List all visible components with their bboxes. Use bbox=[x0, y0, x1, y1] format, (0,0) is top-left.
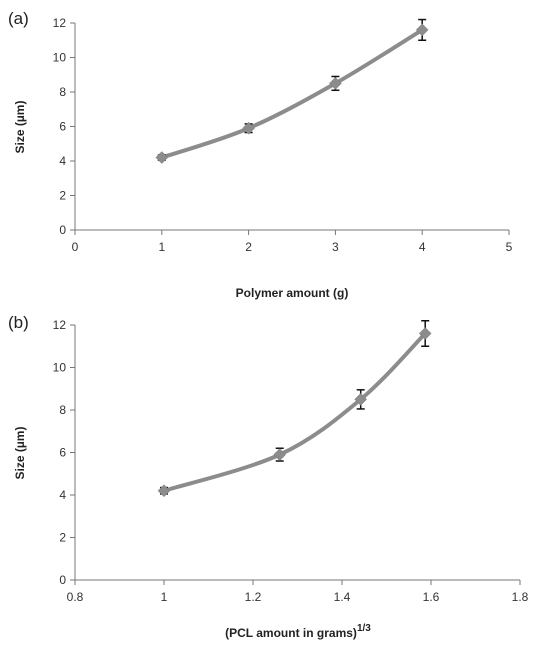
x-tick-label: 1.6 bbox=[423, 590, 440, 604]
y-tick-label: 0 bbox=[59, 573, 66, 587]
x-axis-title: Polymer amount (g) bbox=[236, 286, 349, 300]
data-point-marker bbox=[418, 327, 432, 340]
y-tick-label: 10 bbox=[53, 361, 67, 375]
y-tick-label: 2 bbox=[59, 531, 66, 545]
data-point-marker bbox=[329, 77, 342, 90]
chart-panel-2: (b) 0 2 4 6 8 10 12 0.8 1 1.2 1.4 1.6 1.8 (PCL amount … bbox=[8, 313, 529, 640]
y-axis-title: Size (µm) bbox=[13, 427, 27, 480]
x-axis-title: (PCL amount in grams)1/3 bbox=[225, 623, 371, 640]
y-tick-label: 2 bbox=[59, 189, 66, 203]
x-tick-label: 3 bbox=[332, 240, 339, 254]
x-axis-title-text: Polymer amount (g) bbox=[236, 286, 349, 300]
data-point-marker bbox=[155, 151, 169, 164]
y-tick-label: 4 bbox=[59, 488, 66, 502]
x-tick-label: 1.2 bbox=[245, 590, 262, 604]
x-tick-label: 0 bbox=[72, 240, 79, 254]
x-axis-title-text: (PCL amount in grams) bbox=[225, 626, 357, 640]
y-tick-label: 4 bbox=[59, 154, 66, 168]
y-tick-label: 0 bbox=[59, 223, 66, 237]
series-line bbox=[159, 27, 425, 160]
x-tick-label: 4 bbox=[419, 240, 426, 254]
x-tick-label: 1.8 bbox=[512, 590, 529, 604]
x-tick-label: 5 bbox=[506, 240, 513, 254]
y-tick-label: 12 bbox=[53, 16, 67, 30]
y-tick-label: 12 bbox=[53, 318, 67, 332]
x-tick-label: 0.8 bbox=[67, 590, 84, 604]
y-tick-label: 10 bbox=[53, 51, 67, 65]
x-tick-label: 1 bbox=[161, 590, 168, 604]
data-point-marker bbox=[242, 121, 255, 135]
y-tick-label: 8 bbox=[59, 403, 66, 417]
x-tick-label: 1.4 bbox=[334, 590, 351, 604]
x-axis-title-superscript: 1/3 bbox=[357, 623, 371, 634]
y-axis-title: Size (µm) bbox=[13, 101, 27, 154]
x-tick-label: 2 bbox=[245, 240, 252, 254]
data-point-marker bbox=[157, 484, 171, 498]
y-tick-label: 6 bbox=[59, 446, 66, 460]
series-line bbox=[162, 331, 428, 493]
data-point-marker bbox=[415, 23, 429, 37]
x-tick-label: 1 bbox=[158, 240, 165, 254]
panel-label: (b) bbox=[8, 313, 29, 332]
panel-label: (a) bbox=[8, 9, 29, 28]
y-tick-label: 8 bbox=[59, 85, 66, 99]
data-point-marker bbox=[354, 393, 368, 406]
data-point-marker bbox=[273, 448, 287, 461]
y-tick-label: 6 bbox=[59, 120, 66, 134]
